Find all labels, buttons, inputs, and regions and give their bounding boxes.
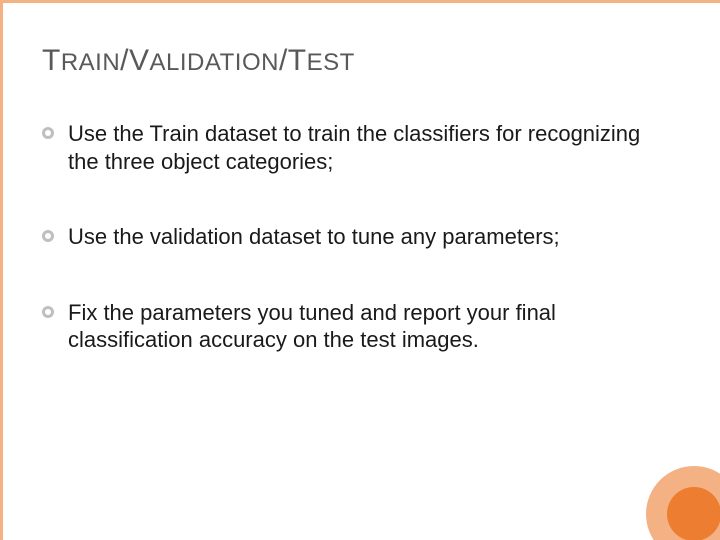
title-sep-2: / bbox=[279, 44, 288, 77]
slide-title: TRAIN/VALIDATION/TEST bbox=[42, 44, 355, 78]
top-border bbox=[0, 0, 720, 3]
list-item: Use the validation dataset to tune any p… bbox=[42, 223, 660, 251]
title-seg-V: V bbox=[129, 44, 150, 77]
slide: TRAIN/VALIDATION/TEST Use the Train data… bbox=[0, 0, 720, 540]
bullet-text: Use the Train dataset to train the class… bbox=[68, 120, 660, 175]
corner-circle-inner bbox=[667, 487, 720, 540]
list-item: Use the Train dataset to train the class… bbox=[42, 120, 660, 175]
title-seg-T2: T bbox=[288, 44, 307, 77]
left-border bbox=[0, 0, 3, 540]
list-item: Fix the parameters you tuned and report … bbox=[42, 299, 660, 354]
bullet-text: Use the validation dataset to tune any p… bbox=[68, 223, 560, 251]
bullet-circle-icon bbox=[42, 230, 54, 242]
bullet-circle-icon bbox=[42, 306, 54, 318]
title-sep-1: / bbox=[120, 44, 129, 77]
title-seg-rain: RAIN bbox=[61, 49, 120, 76]
title-seg-est: EST bbox=[307, 49, 355, 76]
bullet-list: Use the Train dataset to train the class… bbox=[42, 120, 660, 354]
bullet-text: Fix the parameters you tuned and report … bbox=[68, 299, 660, 354]
title-seg-alid: ALIDATION bbox=[150, 49, 279, 76]
title-seg-T1: T bbox=[42, 44, 61, 77]
bullet-circle-icon bbox=[42, 127, 54, 139]
